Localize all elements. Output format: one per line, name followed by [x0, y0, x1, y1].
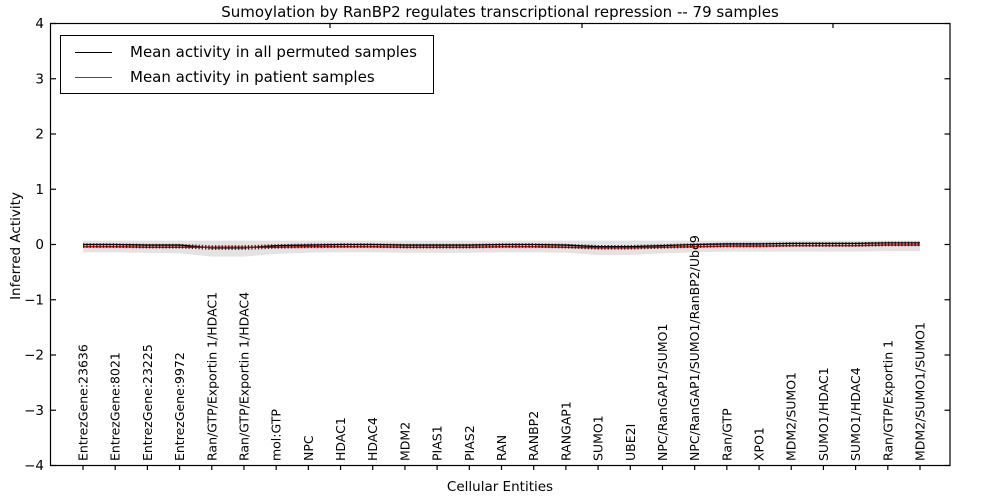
- x-tick-label: RANGAP1: [558, 401, 573, 461]
- x-tick-label: PIAS1: [430, 425, 445, 461]
- x-tick-label: mol:GTP: [269, 409, 284, 461]
- legend-label-permuted: Mean activity in all permuted samples: [130, 43, 417, 61]
- x-tick-label: Ran/GTP: [719, 408, 734, 461]
- x-tick-label: Ran/GTP/Exportin 1/HDAC4: [236, 292, 251, 461]
- y-tick-label: 0: [35, 237, 44, 253]
- y-tick-label: −4: [24, 458, 44, 474]
- x-tick-label: XPO1: [752, 427, 767, 461]
- y-tick-label: −2: [24, 348, 44, 364]
- x-tick-label: Ran/GTP/Exportin 1: [880, 340, 895, 461]
- legend: Mean activity in all permuted samples Me…: [60, 35, 434, 94]
- x-tick-label: EntrezGene:8021: [108, 352, 123, 461]
- y-tick-label: 1: [35, 182, 44, 198]
- x-tick-label: EntrezGene:23636: [76, 344, 91, 461]
- y-tick-label: −1: [24, 292, 44, 308]
- x-tick-label: SUMO1: [591, 415, 606, 461]
- x-tick-label: RAN: [494, 435, 509, 461]
- x-axis-label: Cellular Entities: [446, 479, 554, 495]
- y-tick-label: 4: [35, 16, 44, 32]
- legend-entry-permuted: Mean activity in all permuted samples: [75, 43, 417, 61]
- x-tick-label: EntrezGene:23225: [140, 344, 155, 461]
- chart-title: Sumoylation by RanBP2 regulates transcri…: [221, 3, 779, 21]
- x-tick-label: NPC: [301, 435, 316, 461]
- x-tick-label: UBE2I: [623, 424, 638, 461]
- x-tick-label: SUMO1/HDAC1: [816, 367, 831, 461]
- x-tick-label: HDAC4: [365, 417, 380, 461]
- x-tick-label: PIAS2: [462, 425, 477, 461]
- legend-entry-patient: Mean activity in patient samples: [75, 68, 417, 86]
- x-tick-label: MDM2/SUMO1/SUMO1: [913, 322, 928, 461]
- y-tick-label: 2: [35, 127, 44, 143]
- x-tick-label: MDM2/SUMO1: [784, 372, 799, 461]
- legend-line-permuted-swatch: [75, 51, 112, 53]
- x-tick-label: HDAC1: [333, 417, 348, 461]
- legend-line-patient-swatch: [75, 76, 112, 78]
- legend-label-patient: Mean activity in patient samples: [130, 68, 375, 86]
- y-tick-label: −3: [24, 403, 44, 419]
- x-tick-label: EntrezGene:9972: [172, 352, 187, 461]
- sample-dash-marks: [83, 241, 920, 250]
- y-tick-label: 3: [35, 71, 44, 87]
- x-tick-label: RANBP2: [526, 411, 541, 461]
- x-tick-label: NPC/RanGAP1/SUMO1/RanBP2/Ubc9: [687, 235, 702, 461]
- x-tick-label: NPC/RanGAP1/SUMO1: [655, 324, 670, 461]
- x-tick-label: SUMO1/HDAC4: [848, 367, 863, 461]
- x-tick-label: Ran/GTP/Exportin 1/HDAC1: [204, 292, 219, 461]
- x-tick-label: MDM2: [397, 422, 412, 461]
